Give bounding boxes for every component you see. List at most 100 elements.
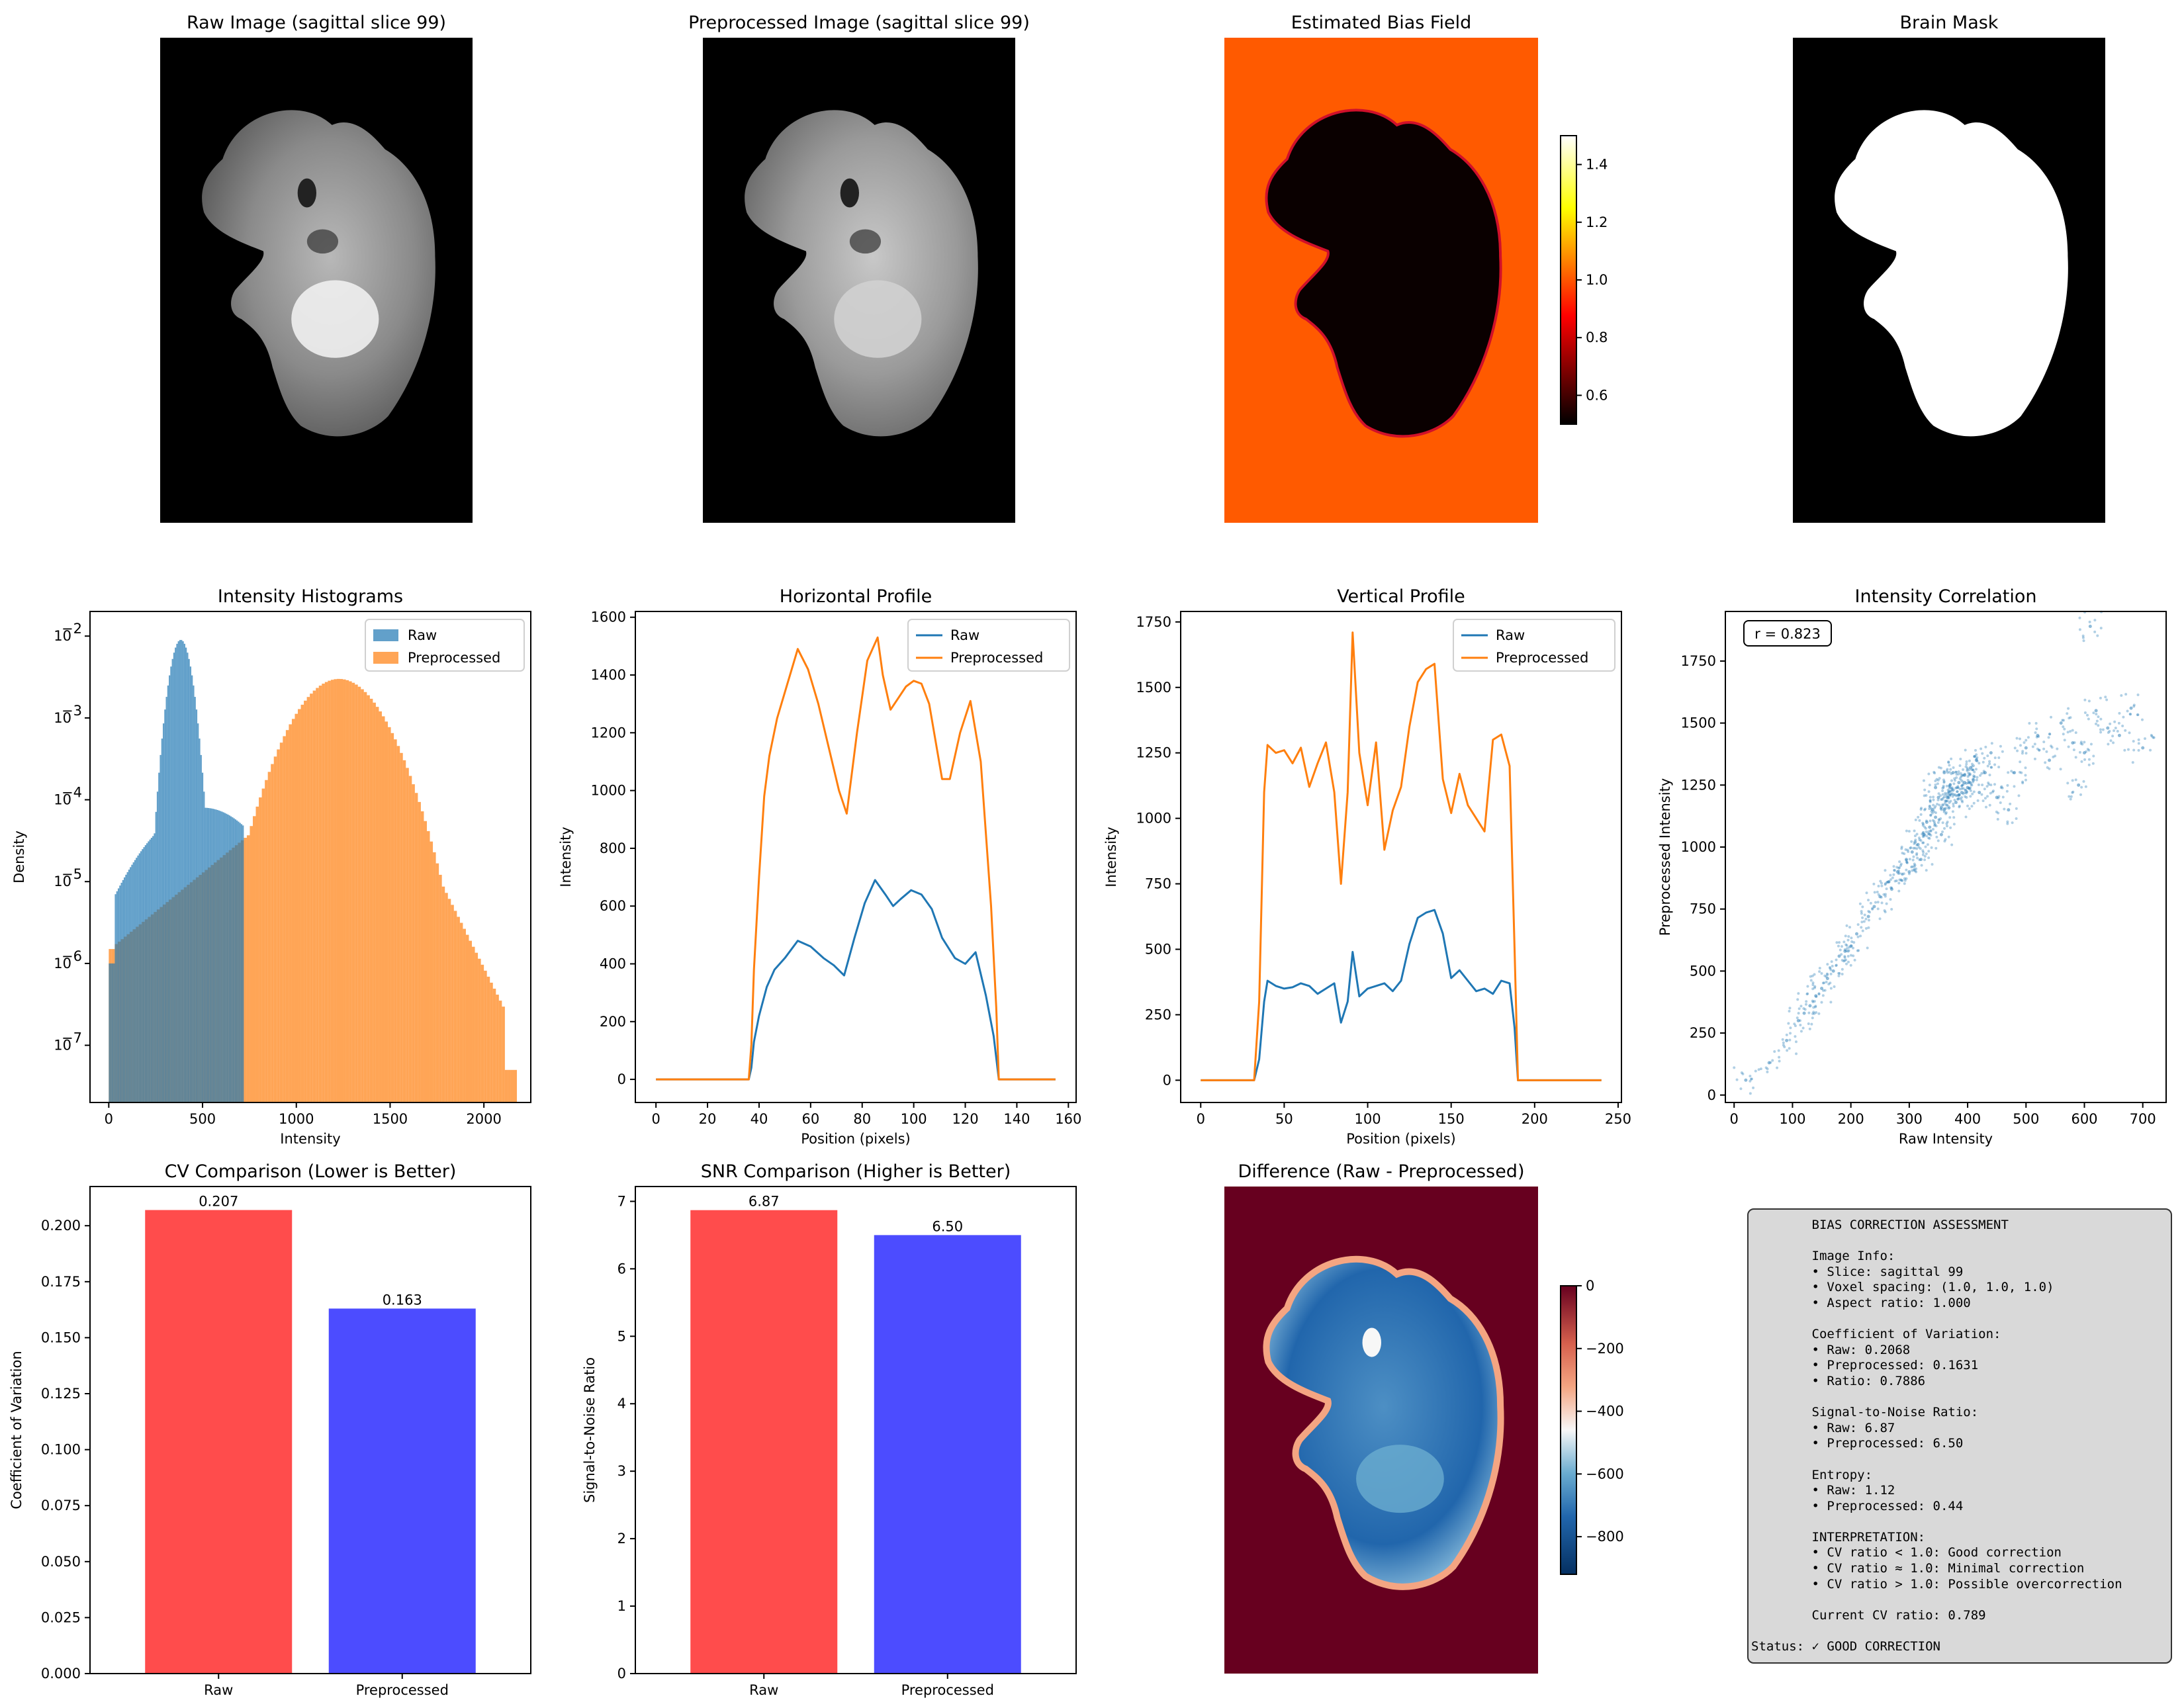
scatter-point <box>2074 778 2077 782</box>
scatter-point <box>1928 784 1931 787</box>
bar-preprocessed <box>328 1308 476 1674</box>
scatter-point <box>1794 1024 1797 1028</box>
scatter-point <box>1973 755 1976 758</box>
scatter-point <box>1928 805 1931 808</box>
scatter-point <box>1821 994 1825 997</box>
scatter-point <box>1946 768 1949 771</box>
scatter-point <box>1947 835 1950 838</box>
scatter-point <box>2078 616 2081 619</box>
panel-title: Brain Mask <box>1900 13 1999 33</box>
scatter-point <box>1956 785 1960 788</box>
scatter-point <box>1821 989 1825 992</box>
scatter-point <box>1950 843 1954 846</box>
scatter-point <box>1957 796 1960 799</box>
scatter-point <box>1947 791 1950 795</box>
histogram-bar <box>310 694 313 1102</box>
scatter-point <box>1957 786 1960 789</box>
histogram-bar <box>246 835 250 1102</box>
scatter-point <box>1931 819 1934 822</box>
histogram-bar <box>510 1069 514 1102</box>
bar-value-label: 6.87 <box>749 1194 780 1210</box>
scatter-point <box>1905 861 1909 864</box>
scatter-point <box>1845 924 1848 927</box>
scatter-point <box>2062 725 2065 729</box>
scatter-point <box>1990 742 1993 745</box>
y-axis-label: Intensity <box>558 827 574 887</box>
scatter-point <box>1778 1059 1781 1063</box>
scatter-point <box>1942 786 1945 789</box>
histogram-bar <box>502 1007 505 1102</box>
scatter-point <box>1985 785 1989 788</box>
scatter-point <box>1861 916 1864 919</box>
scatter-point <box>1924 807 1927 811</box>
scatter-point <box>1739 1087 1743 1091</box>
panel-raw-image: Raw Image (sagittal slice 99) <box>160 13 473 523</box>
scatter-point <box>1931 863 1934 866</box>
histogram-bar <box>194 697 196 1102</box>
y-tick-label: 10 <box>54 792 71 808</box>
scatter-point <box>1844 958 1848 962</box>
scatter-point <box>1952 793 1956 797</box>
scatter-point <box>2006 784 2009 787</box>
panel-intensity-correlation: Intensity Correlation 0 100 200 300 400 500 600… <box>1657 586 2167 1147</box>
scatter-point <box>2021 752 2024 755</box>
histogram-bar <box>232 817 234 1102</box>
histogram-bar <box>459 922 463 1102</box>
scatter-point <box>1847 946 1850 949</box>
y-tick-label: 0 <box>617 1071 626 1087</box>
y-tick-label: 1750 <box>1136 614 1171 630</box>
x-axis-label: Position (pixels) <box>1346 1131 1455 1147</box>
scatter-point <box>1843 948 1846 951</box>
histogram-bar <box>255 806 259 1102</box>
scatter-point <box>1922 834 1925 838</box>
histogram-bar <box>298 709 301 1102</box>
legend-label: Preprocessed <box>950 650 1043 666</box>
scatter-point <box>1964 789 1967 792</box>
y-tick-label: 0.050 <box>41 1554 81 1570</box>
colorbar-tick-label: −400 <box>1586 1404 1624 1419</box>
scatter-point <box>1955 773 1958 776</box>
histogram-bar <box>149 839 151 1102</box>
colorbar-tick-label: −200 <box>1586 1341 1624 1357</box>
scatter-point <box>2077 783 2081 787</box>
scatter-point <box>1912 868 1915 872</box>
scatter-point <box>1943 799 1946 803</box>
panel-bias-field: Estimated Bias Field <box>1224 13 1538 523</box>
scatter-point <box>1887 880 1890 883</box>
scatter-point <box>1733 1066 1736 1069</box>
scatter-point <box>1929 800 1932 803</box>
scatter-point <box>2131 761 2134 764</box>
scatter-point <box>1813 1012 1816 1015</box>
scatter-point <box>1965 760 1968 764</box>
y-tick-label: 0 <box>1707 1087 1716 1103</box>
scatter-point <box>1989 751 1993 755</box>
scatter-point <box>1872 905 1876 909</box>
scatter-point <box>2078 750 2081 754</box>
scatter-point <box>2122 715 2125 719</box>
scatter-point <box>1911 865 1914 868</box>
scatter-point <box>1952 805 1955 808</box>
histogram-bar <box>230 816 232 1102</box>
scatter-point <box>2149 748 2152 752</box>
scatter-point <box>1843 940 1846 944</box>
y-tick-label: 10 <box>54 956 71 971</box>
scatter-point <box>1988 803 1991 807</box>
histogram-bar <box>142 849 144 1102</box>
scatter-point <box>1939 832 1943 836</box>
scatter-point <box>1807 1022 1810 1025</box>
scatter-point <box>1892 873 1895 876</box>
histogram-bar <box>242 825 244 1102</box>
scatter-point <box>1967 786 1970 789</box>
histogram-bar <box>109 963 111 1102</box>
histogram-bar <box>345 680 349 1102</box>
histogram-bar <box>396 746 400 1102</box>
scatter-point <box>1913 862 1916 866</box>
scatter-point <box>1983 756 1986 760</box>
scatter-point <box>1740 1071 1743 1074</box>
scatter-point <box>1905 829 1908 832</box>
scatter-point <box>1785 1033 1788 1036</box>
scatter-point <box>2054 754 2057 758</box>
scatter-point <box>1921 849 1925 852</box>
scatter-point <box>1928 837 1931 840</box>
scatter-point <box>1965 791 1968 794</box>
